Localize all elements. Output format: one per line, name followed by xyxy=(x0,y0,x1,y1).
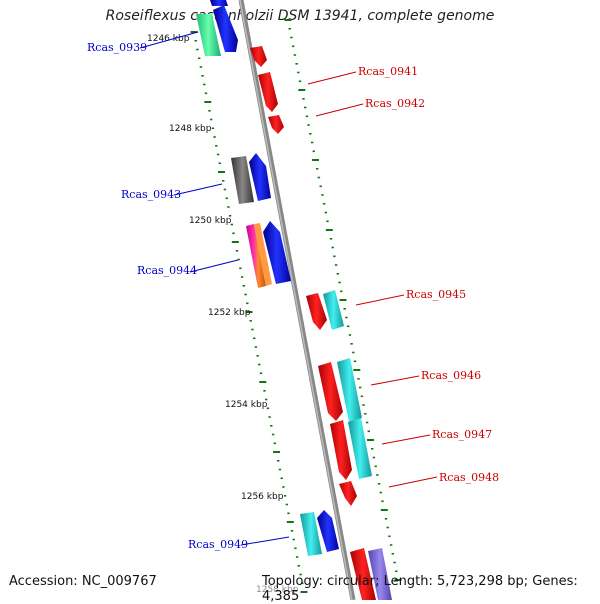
gene-feature xyxy=(306,293,327,330)
label-leader-line xyxy=(173,183,223,196)
gene-feature xyxy=(246,224,266,288)
gene-features-left xyxy=(196,0,339,556)
gene-feature xyxy=(300,512,322,556)
gene-feature xyxy=(323,290,344,330)
scale-label: 1250 kbp xyxy=(189,216,232,226)
label-leader-line xyxy=(240,536,290,546)
gene-feature xyxy=(348,418,372,479)
scale-label: 1248 kbp xyxy=(169,124,212,134)
gene-feature xyxy=(258,72,278,112)
label-leader-line xyxy=(139,31,199,49)
gene-label-right[interactable]: Rcas_0946 xyxy=(421,369,481,382)
right-scale-ruler xyxy=(284,19,402,581)
scale-label: 1254 kbp xyxy=(225,400,268,410)
accession-text: Accession: NC_009767 xyxy=(9,574,157,589)
gene-label-right[interactable]: Rcas_0945 xyxy=(406,288,466,301)
label-leader-line xyxy=(370,375,420,386)
gene-feature xyxy=(368,548,392,600)
gene-feature xyxy=(317,510,339,552)
gene-feature xyxy=(196,14,221,56)
gene-feature xyxy=(263,221,291,284)
gene-label-right[interactable]: Rcas_0948 xyxy=(439,471,499,484)
label-leader-line xyxy=(388,476,438,488)
gene-label-left[interactable]: Rcas_0944 xyxy=(137,264,197,277)
label-leader-line xyxy=(307,71,357,85)
gene-feature xyxy=(350,548,376,600)
gene-label-right[interactable]: Rcas_0942 xyxy=(365,97,425,110)
gene-features-right xyxy=(250,46,392,600)
label-leader-line xyxy=(189,259,239,273)
gene-feature xyxy=(210,0,228,6)
left-scale-ruler xyxy=(190,31,308,593)
scale-label: 1258 kbp xyxy=(256,585,299,595)
gene-feature xyxy=(249,153,271,201)
gene-label-left[interactable]: Rcas_0939 xyxy=(87,41,147,54)
gene-label-left[interactable]: Rcas_0943 xyxy=(121,188,181,201)
gene-label-right[interactable]: Rcas_0947 xyxy=(432,428,492,441)
gene-feature xyxy=(231,156,254,204)
gene-feature xyxy=(254,223,272,286)
scale-label: 1256 kbp xyxy=(241,492,284,502)
genome-backbone xyxy=(238,0,356,600)
gene-feature xyxy=(213,5,238,52)
scale-label: 1252 kbp xyxy=(208,308,251,318)
gene-label-right[interactable]: Rcas_0941 xyxy=(358,65,418,78)
gene-feature xyxy=(337,358,362,422)
gene-feature xyxy=(330,420,352,480)
gene-feature xyxy=(268,115,284,134)
label-leader-line xyxy=(315,103,364,117)
label-leader-line xyxy=(355,294,405,306)
genome-backbone-highlight xyxy=(239,0,353,600)
label-leader-line xyxy=(381,434,431,445)
scale-label: 1246 kbp xyxy=(147,34,190,44)
gene-feature xyxy=(339,481,357,506)
gene-label-left[interactable]: Rcas_0949 xyxy=(188,538,248,551)
gene-feature xyxy=(250,46,267,67)
gene-feature xyxy=(318,362,343,421)
